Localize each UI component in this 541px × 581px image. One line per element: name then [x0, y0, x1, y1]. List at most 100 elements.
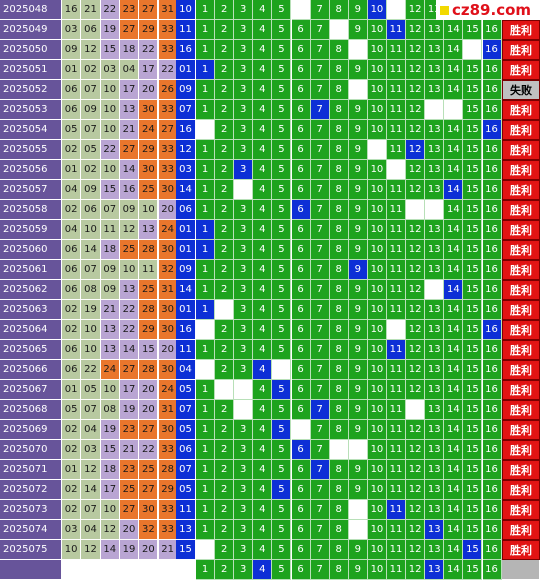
red-ball-number: 22 — [158, 60, 178, 80]
blue-ball-number: 01 — [176, 220, 196, 240]
red-ball-number: 01 — [62, 160, 82, 180]
red-ball-number: 25 — [139, 460, 159, 480]
red-ball-number: 07 — [100, 200, 120, 220]
trend-cell: 2 — [215, 400, 235, 420]
red-ball-number: 27 — [119, 500, 140, 520]
trend-cell: 4 — [253, 280, 273, 300]
trend-cell: 13 — [425, 80, 445, 100]
trend-cell: 3 — [234, 300, 254, 320]
red-ball-number: 29 — [158, 480, 178, 500]
red-ball-number: 13 — [139, 220, 159, 240]
trend-cell: 11 — [387, 100, 407, 120]
trend-cell: 1 — [196, 160, 216, 180]
result-win-badge: 胜利 — [502, 340, 540, 360]
red-ball-number: 02 — [62, 480, 82, 500]
red-ball-number: 09 — [119, 200, 140, 220]
site-logo[interactable]: cz89.com — [436, 0, 541, 20]
red-ball-number: 27 — [139, 420, 159, 440]
trend-cell: 10 — [367, 480, 387, 500]
red-ball-number: 22 — [119, 300, 140, 320]
trend-cell: 1 — [196, 480, 216, 500]
red-ball-number: 19 — [119, 540, 140, 560]
red-ball-number: 02 — [62, 500, 82, 520]
trend-cell: 4 — [253, 460, 273, 480]
red-ball-number: 13 — [119, 100, 140, 120]
red-ball-number: 24 — [139, 120, 159, 140]
trend-cell: 9 — [348, 120, 368, 140]
blue-ball-number: 15 — [176, 540, 196, 560]
trend-cell: 9 — [348, 300, 368, 320]
trend-cell — [425, 200, 445, 220]
trend-cell: 7 — [310, 300, 330, 320]
red-ball-number: 33 — [158, 520, 178, 540]
trend-cell: 7 — [310, 440, 330, 460]
trend-cell: 16 — [482, 100, 502, 120]
trend-cell: 5 — [272, 340, 292, 360]
trend-cell: 15 — [463, 380, 483, 400]
red-ball-number: 14 — [119, 340, 140, 360]
trend-cell — [272, 360, 292, 380]
red-ball-number: 03 — [62, 520, 82, 540]
trend-cell: 6 — [291, 180, 311, 200]
red-ball-number: 27 — [139, 480, 159, 500]
trend-cell: 10 — [367, 160, 387, 180]
red-ball-number: 30 — [139, 500, 159, 520]
red-ball-number: 25 — [119, 240, 140, 260]
trend-cell — [463, 40, 483, 60]
red-ball-number: 02 — [62, 440, 82, 460]
red-ball-number: 02 — [62, 300, 82, 320]
blue-ball-number: 05 — [176, 420, 196, 440]
trend-cell: 10 — [367, 0, 387, 20]
red-ball-number: 06 — [62, 100, 82, 120]
red-ball-number: 19 — [100, 420, 120, 440]
trend-cell: 13 — [425, 460, 445, 480]
result-win-badge: 胜利 — [502, 40, 540, 60]
trend-cell: 11 — [387, 240, 407, 260]
trend-cell: 10 — [367, 120, 387, 140]
trend-cell: 14 — [444, 260, 464, 280]
result-lose-badge: 失败 — [502, 80, 540, 100]
result-win-badge: 胜利 — [502, 420, 540, 440]
trend-cell: 5 — [272, 0, 292, 20]
trend-cell: 11 — [387, 420, 407, 440]
trend-cell: 13 — [425, 60, 445, 80]
trend-cell: 3 — [234, 340, 254, 360]
trend-cell: 14 — [444, 460, 464, 480]
red-ball-number: 02 — [81, 60, 101, 80]
trend-cell: 15 — [463, 260, 483, 280]
trend-cell: 7 — [310, 220, 330, 240]
trend-cell: 12 — [406, 460, 426, 480]
red-ball-number: 16 — [62, 0, 82, 20]
trend-cell: 4 — [253, 320, 273, 340]
blue-ball-number: 12 — [176, 140, 196, 160]
red-ball-number: 03 — [62, 20, 82, 40]
red-ball-number: 06 — [62, 240, 82, 260]
trend-cell: 16 — [482, 80, 502, 100]
trend-cell: 15 — [463, 520, 483, 540]
trend-cell: 16 — [482, 320, 502, 340]
red-ball-number: 33 — [158, 100, 178, 120]
footer-trend-cell: 1 — [196, 560, 216, 580]
trend-cell: 11 — [387, 380, 407, 400]
trend-cell — [367, 140, 387, 160]
trend-cell: 5 — [272, 140, 292, 160]
trend-cell: 2 — [215, 40, 235, 60]
trend-cell: 2 — [215, 280, 235, 300]
trend-cell: 11 — [387, 480, 407, 500]
trend-cell: 5 — [272, 520, 292, 540]
trend-cell: 10 — [367, 60, 387, 80]
trend-cell: 8 — [329, 520, 349, 540]
trend-cell: 5 — [272, 200, 292, 220]
trend-cell: 11 — [387, 40, 407, 60]
trend-cell: 14 — [444, 380, 464, 400]
trend-cell: 16 — [482, 420, 502, 440]
red-ball-number: 07 — [81, 120, 101, 140]
trend-cell — [406, 400, 426, 420]
trend-cell: 3 — [234, 240, 254, 260]
footer-trend-cell: 13 — [425, 560, 445, 580]
trend-cell: 10 — [367, 20, 387, 40]
trend-cell: 15 — [463, 140, 483, 160]
trend-cell: 2 — [215, 160, 235, 180]
trend-cell: 1 — [196, 240, 216, 260]
trend-cell — [425, 280, 445, 300]
